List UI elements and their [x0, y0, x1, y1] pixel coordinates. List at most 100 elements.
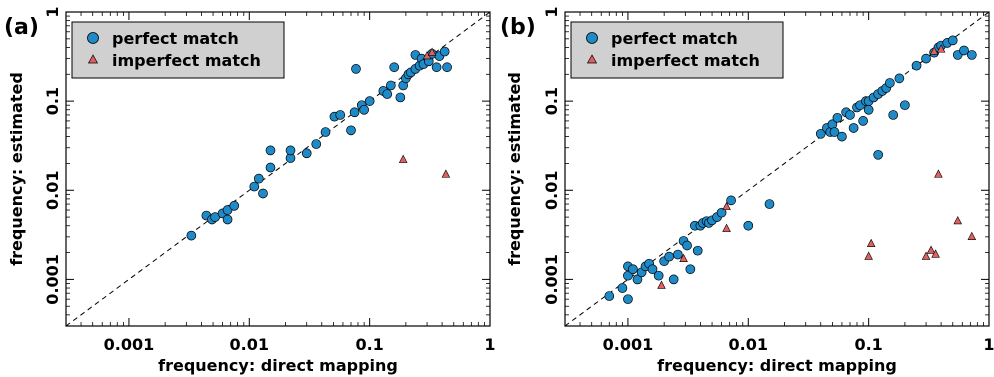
panel-a-point-perfect-match — [258, 188, 268, 199]
panel-b-point-perfect-match — [632, 274, 643, 285]
panel-a-point-perfect-match — [285, 145, 296, 156]
panel-b-point-perfect-match — [716, 207, 727, 218]
panel-b-point-perfect-match — [673, 249, 683, 260]
panel-a-point-perfect-match — [364, 96, 375, 106]
panel-b-xtick-label: 0.1 — [854, 335, 882, 354]
panel-b-point-perfect-match — [832, 112, 843, 123]
panel-a-point-perfect-match — [349, 107, 360, 118]
panel-a-point-perfect-match — [346, 125, 356, 136]
panel-b-point-imperfect-match — [929, 46, 939, 55]
panel-a-xlabel: frequency: direct mapping — [158, 356, 398, 375]
panel-a-ylabel: frequency: estimated — [7, 72, 26, 266]
panel-b-point-imperfect-match — [967, 231, 977, 240]
panel-b-xtick-label: 0.001 — [603, 335, 654, 354]
panel-b-point-perfect-match — [685, 264, 696, 275]
panel-a-xtick-label: 0.001 — [104, 335, 155, 354]
panel-b: (b) 0.001 0.01 0.1 1 0.001 0.01 0.1 1 frequenc… — [500, 6, 994, 375]
panel-b-point-perfect-match — [848, 123, 859, 133]
panel-a-point-perfect-match — [439, 46, 450, 57]
panel-b-legend-imperfect: imperfect match — [611, 51, 760, 70]
panel-b-point-perfect-match — [911, 60, 922, 71]
panel-b-point-imperfect-match — [722, 201, 731, 211]
panel-b-point-imperfect-match — [926, 245, 936, 254]
panel-a-point-perfect-match — [431, 62, 442, 73]
panel-b-point-imperfect-match — [934, 169, 943, 178]
panel-b-point-perfect-match — [966, 50, 977, 60]
panel-b-xticks: 0.001 0.01 0.1 1 — [564, 12, 994, 354]
panel-a-point-perfect-match — [320, 127, 331, 137]
panel-a-point-perfect-match — [229, 200, 240, 211]
panel-a-point-perfect-match — [186, 230, 197, 241]
panel-b-point-perfect-match — [647, 264, 658, 275]
panel-b-point-imperfect-match — [953, 216, 963, 225]
panel-a-legend-circle-icon — [87, 32, 99, 44]
panel-a-point-perfect-match — [301, 148, 312, 159]
panel-b-ytick-label: 0.1 — [542, 87, 561, 115]
panel-a-label: (a) — [4, 15, 39, 40]
panel-a-point-imperfect-match — [441, 169, 451, 178]
panel-b-point-imperfect-match — [722, 223, 731, 232]
panel-a-point-perfect-match — [389, 62, 400, 73]
panel-b-diagonal — [564, 11, 990, 327]
panel-a-legend-perfect: perfect match — [112, 29, 239, 48]
panel-b-point-perfect-match — [884, 78, 895, 88]
panel-b-point-perfect-match — [743, 220, 754, 231]
panel-b-point-perfect-match — [921, 53, 931, 64]
panel-a-point-perfect-match — [265, 145, 276, 156]
panel-a-diagonal — [65, 11, 491, 327]
panel-b-ylabel: frequency: estimated — [505, 72, 524, 266]
panel-a-point-perfect-match — [385, 80, 396, 91]
panel-a-ytick-label: 0.1 — [43, 87, 62, 115]
panel-b-legend-box — [570, 21, 784, 79]
panel-b-ytick-label: 1 — [542, 6, 561, 17]
panel-b-point-imperfect-match — [679, 253, 688, 262]
panel-b-label: (b) — [500, 15, 536, 40]
panel-a-point-perfect-match — [265, 162, 276, 173]
panel-a-legend-box — [71, 21, 285, 79]
panel-b-point-imperfect-match — [864, 251, 873, 260]
panel-b-point-perfect-match — [888, 110, 899, 120]
panel-a-point-perfect-match — [335, 110, 346, 120]
panel-b-ytick-label: 0.01 — [542, 171, 561, 210]
panel-a-xticks: 0.001 0.01 0.1 1 — [65, 12, 496, 354]
panel-a-point-imperfect-match — [398, 154, 408, 163]
panel-b-point-perfect-match — [837, 131, 847, 142]
panel-b-point-perfect-match — [664, 251, 674, 262]
panel-b-legend-perfect: perfect match — [611, 29, 738, 48]
panel-b-point-imperfect-match — [931, 249, 940, 258]
panel-a-xtick-label: 0.1 — [355, 335, 383, 354]
panel-b-ytick-label: 0.001 — [542, 254, 561, 305]
panel-b-point-perfect-match — [900, 100, 910, 111]
panel-a-xtick-label: 1 — [484, 335, 495, 354]
panel-a-point-perfect-match — [253, 173, 264, 184]
panel-b-point-perfect-match — [604, 291, 615, 301]
panel-b-legend: perfect match imperfect match — [570, 21, 784, 79]
panel-b-xtick-label: 0.01 — [729, 335, 768, 354]
panel-b-point-perfect-match — [829, 127, 840, 137]
panel-a-ytick-label: 0.01 — [43, 171, 62, 210]
panel-b-yticks: 0.001 0.01 0.1 1 — [542, 6, 989, 327]
panel-b-point-imperfect-match — [657, 280, 666, 289]
panel-b-point-perfect-match — [959, 45, 969, 56]
panel-b-point-perfect-match — [815, 128, 826, 139]
panel-b-point-perfect-match — [863, 104, 874, 115]
panel-b-point-imperfect-match — [936, 44, 946, 53]
panel-b-legend-triangle-icon — [586, 54, 598, 64]
panel-b-point-perfect-match — [628, 264, 638, 275]
panel-b-xlabel: frequency: direct mapping — [657, 356, 897, 375]
panel-a-point-imperfect-match — [427, 47, 437, 56]
panel-a-point-perfect-match — [222, 214, 233, 225]
panel-a-point-perfect-match — [249, 181, 260, 192]
panel-a-point-perfect-match — [351, 64, 361, 74]
panel-b-legend-circle-icon — [586, 32, 598, 44]
panel-a-legend: perfect match imperfect match — [71, 21, 285, 79]
panel-b-point-perfect-match — [726, 195, 736, 206]
panel-b-point-perfect-match — [947, 35, 958, 46]
panel-b-points — [604, 35, 977, 305]
panel-a-ytick-label: 1 — [43, 6, 62, 17]
panel-b-point-perfect-match — [764, 199, 775, 209]
panel-b-point-perfect-match — [858, 116, 868, 126]
panel-b-point-perfect-match — [873, 149, 884, 160]
panel-a-point-perfect-match — [442, 62, 452, 73]
